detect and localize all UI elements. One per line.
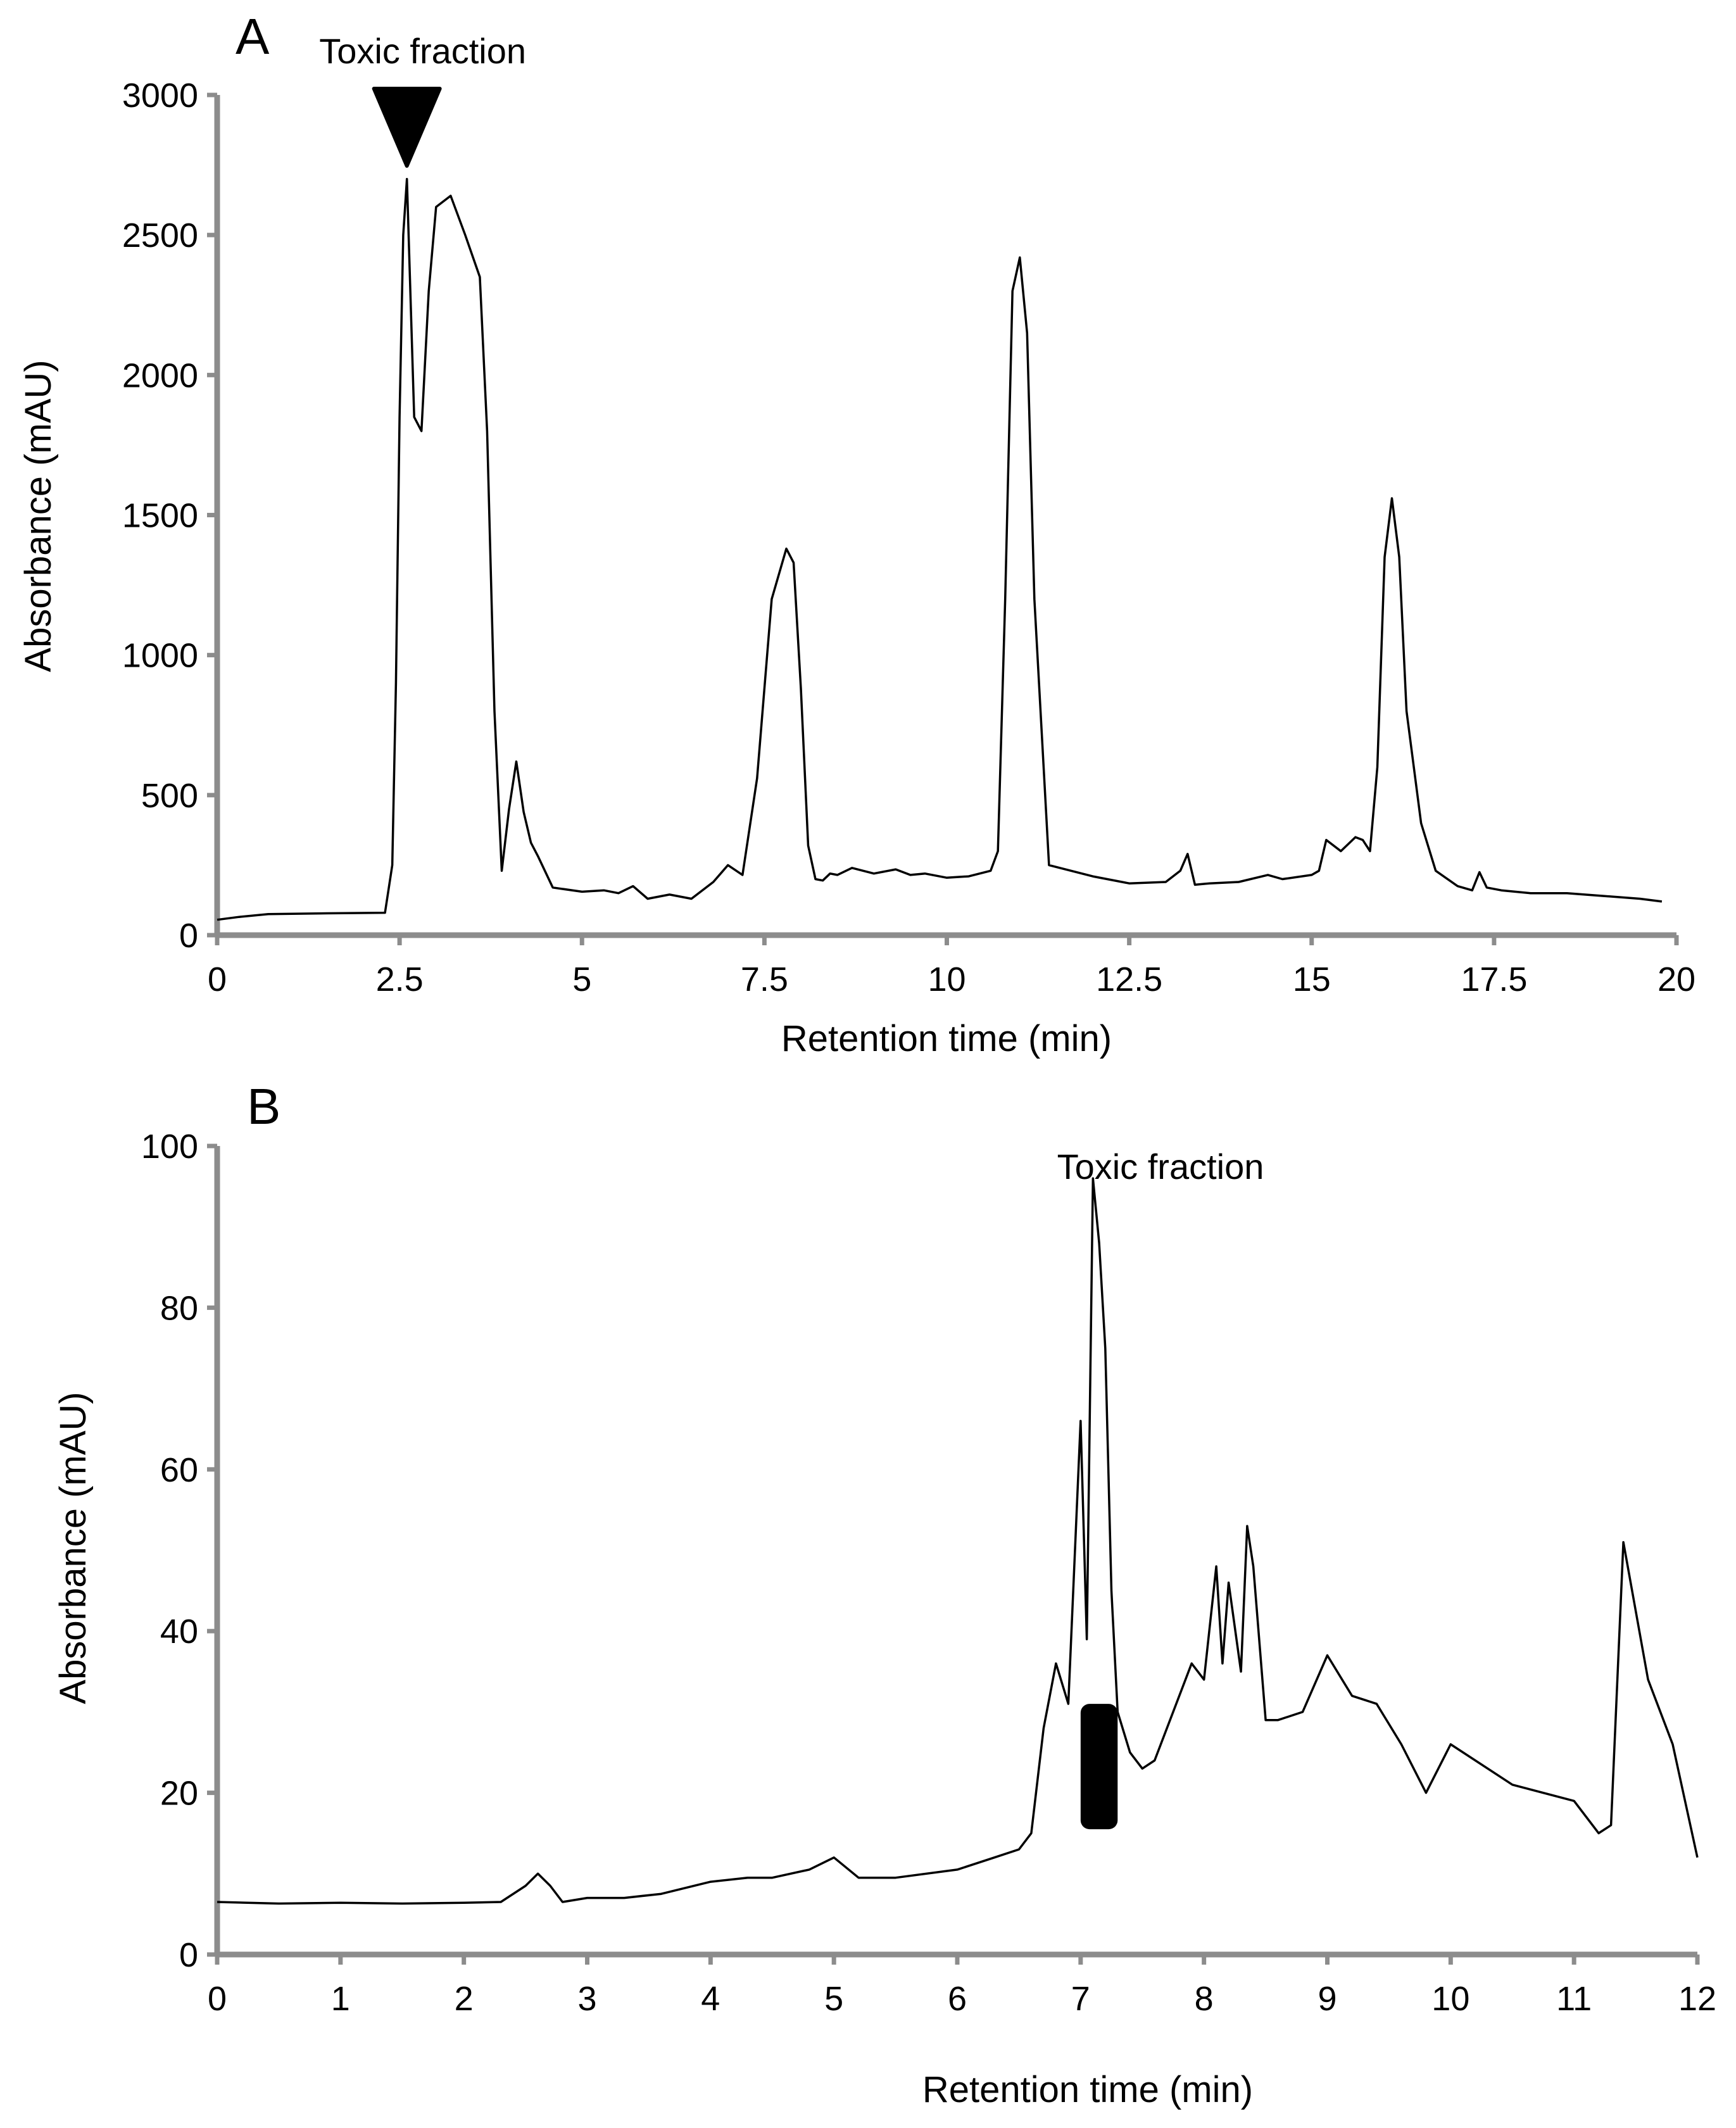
x-tick-label: 12.5 — [1096, 960, 1162, 998]
x-tick-label: 17.5 — [1461, 960, 1527, 998]
panel-a-y-axis-title: Absorbance (mAU) — [18, 360, 59, 672]
panel-b-x-axis-title: Retention time (min) — [922, 2069, 1253, 2110]
y-tick-label: 1000 — [122, 637, 198, 675]
panel-b-toxic-fraction-label: Toxic fraction — [1057, 1147, 1264, 1187]
x-tick-label: 8 — [1195, 1980, 1214, 2018]
panel-a-toxic-fraction-marker — [372, 87, 442, 168]
x-tick-label: 2 — [455, 1980, 474, 2018]
y-tick-label: 500 — [141, 777, 198, 815]
x-tick-label: 0 — [208, 960, 227, 998]
x-tick-label: 7 — [1071, 1980, 1090, 2018]
panel-a-letter: A — [236, 8, 270, 65]
panel-a-toxic-fraction-label: Toxic fraction — [319, 31, 526, 71]
panel-b-letter: B — [247, 1078, 280, 1135]
panel-b-chromatogram-trace — [217, 1177, 1699, 1905]
x-tick-label: 10 — [928, 960, 965, 998]
x-tick-label: 4 — [701, 1980, 720, 2018]
x-tick-label: 9 — [1318, 1980, 1337, 2018]
y-tick-label: 0 — [179, 917, 198, 955]
y-tick-label: 20 — [160, 1775, 198, 1813]
x-tick-label: 10 — [1431, 1980, 1469, 2018]
x-tick-label: 11 — [1556, 1980, 1592, 2018]
x-tick-label: 15 — [1293, 960, 1331, 998]
x-tick-label: 12 — [1678, 1980, 1716, 2018]
x-tick-label: 6 — [948, 1980, 967, 2018]
y-tick-label: 1500 — [122, 497, 198, 535]
y-tick-label: 100 — [141, 1128, 198, 1166]
panel-a-chromatogram-trace — [217, 177, 1663, 921]
panel-b-toxic-fraction-marker — [1080, 1704, 1118, 1830]
x-tick-label: 5 — [572, 960, 591, 998]
panel-a-x-ticks: 0 2.5 5 7.5 10 12.5 15 17.5 20 — [208, 935, 1695, 998]
panel-b-y-ticks: 0 20 40 60 80 100 — [141, 1128, 217, 1974]
panel-a-x-axis-title: Retention time (min) — [781, 1018, 1112, 1059]
y-tick-label: 80 — [160, 1289, 198, 1327]
panel-a: A 0 2.5 5 7.5 10 12.5 15 17.5 20 0 500 1000 1500 200… — [18, 8, 1695, 1059]
x-tick-label: 5 — [824, 1980, 843, 2018]
y-tick-label: 60 — [160, 1451, 198, 1489]
panel-b-x-ticks: 0 1 2 3 4 5 6 7 8 9 10 11 12 — [208, 1955, 1716, 2018]
panel-b-y-axis-title: Absorbance (mAU) — [53, 1392, 94, 1704]
y-tick-label: 2500 — [122, 217, 198, 255]
panel-a-y-ticks: 0 500 1000 1500 2000 2500 3000 — [122, 77, 217, 955]
x-tick-label: 3 — [577, 1980, 596, 2018]
x-tick-label: 1 — [331, 1980, 350, 2018]
y-tick-label: 40 — [160, 1613, 198, 1651]
y-tick-label: 2000 — [122, 356, 198, 394]
y-tick-label: 0 — [179, 1936, 198, 1974]
y-tick-label: 3000 — [122, 77, 198, 115]
x-tick-label: 7.5 — [741, 960, 788, 998]
x-tick-label: 20 — [1657, 960, 1695, 998]
x-tick-label: 2.5 — [376, 960, 424, 998]
x-tick-label: 0 — [208, 1980, 227, 2018]
